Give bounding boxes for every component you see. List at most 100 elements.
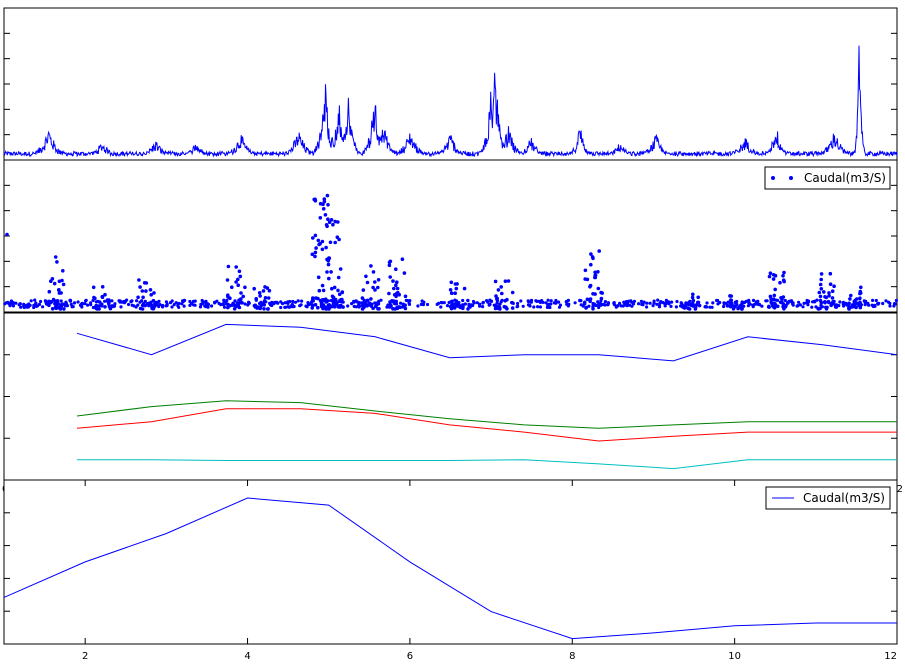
scatter-point [751, 298, 756, 302]
scatter-point [730, 303, 734, 308]
scatter-point [641, 303, 645, 307]
scatter-point [403, 306, 408, 311]
scatter-point [583, 268, 588, 273]
scatter-point [751, 305, 755, 309]
scatter-point [842, 304, 846, 308]
scatter-point [399, 301, 403, 305]
scatter-point [330, 286, 334, 291]
scatter-point [287, 305, 291, 309]
scatter-point [616, 304, 620, 308]
scatter-point [376, 285, 380, 290]
scatter-point [828, 282, 833, 287]
scatter-point [321, 207, 326, 211]
scatter-point [455, 282, 459, 286]
scatter-point [781, 274, 785, 278]
panel-scatter: Caudal(m3/S) [3, 159, 899, 313]
scatter-point [651, 304, 655, 308]
series-line [76, 400, 897, 429]
scatter-point [819, 277, 823, 282]
scatter-point [558, 303, 563, 307]
scatter-point [454, 286, 459, 291]
scatter-point [306, 302, 310, 307]
scatter-point [690, 302, 694, 306]
scatter-point [818, 294, 823, 299]
scatter-point [279, 305, 283, 310]
scatter-point [113, 302, 117, 306]
scatter-point [28, 303, 32, 307]
scatter-point [466, 307, 470, 311]
scatter-point [599, 296, 604, 301]
scatter-point [665, 300, 669, 304]
scatter-point [696, 300, 701, 305]
scatter-point [371, 270, 376, 274]
scatter-point [365, 280, 370, 285]
scatter-point [388, 259, 393, 264]
scatter-point [888, 304, 892, 308]
scatter-point [41, 305, 45, 309]
scatter-point [373, 304, 378, 309]
series-line [3, 497, 897, 640]
scatter-point [639, 299, 644, 303]
scatter-point [791, 301, 795, 305]
scatter-point [243, 285, 247, 290]
scatter-point [119, 305, 123, 309]
scatter-point [835, 303, 839, 307]
scatter-point [466, 299, 470, 303]
scatter-point [884, 299, 888, 303]
scatter-point [320, 247, 325, 252]
scatter-point [247, 301, 251, 305]
scatter-point [544, 301, 548, 305]
scatter-point [236, 277, 240, 282]
scatter-point [451, 305, 456, 309]
scatter-point [332, 305, 337, 309]
scatter-point [603, 300, 608, 304]
scatter-point [57, 291, 62, 295]
scatter-point [584, 306, 588, 310]
scatter-point [392, 286, 396, 291]
scatter-point [767, 274, 772, 279]
scatter-point [876, 302, 880, 306]
scatter-point [52, 281, 57, 286]
scatter-point [782, 270, 786, 275]
scatter-point [612, 301, 616, 305]
scatter-point [234, 265, 238, 269]
scatter-point [771, 297, 775, 302]
scatter-point [320, 303, 325, 308]
scatter-point [10, 300, 14, 304]
scatter-point [828, 271, 833, 276]
scatter-point [292, 304, 296, 309]
scatter-point [888, 301, 892, 305]
scatter-point [582, 302, 587, 306]
scatter-point [847, 307, 851, 311]
scatter-point [648, 301, 652, 305]
scatter-point [170, 299, 174, 303]
scatter-point [360, 304, 364, 308]
scatter-point [336, 275, 341, 280]
scatter-point [258, 294, 262, 298]
scatter-point [225, 298, 229, 303]
scatter-point [822, 290, 826, 294]
scatter-point [697, 303, 702, 308]
scatter-point [500, 291, 504, 296]
scatter-point [481, 300, 485, 304]
series-line [77, 459, 897, 470]
scatter-point [144, 281, 149, 285]
scatter-point [420, 299, 424, 303]
scatter-point [47, 303, 51, 308]
scatter-point [266, 307, 270, 311]
x-tick-label: 4 [244, 651, 250, 662]
scatter-point [421, 303, 425, 307]
scatter-point [91, 285, 96, 290]
scatter-point [325, 224, 329, 229]
scatter-point [329, 270, 333, 274]
scatter-point [658, 301, 662, 306]
scatter-point [150, 306, 154, 311]
scatter-point [630, 304, 634, 308]
scatter-point [100, 295, 105, 300]
x-tick-label: 12 [884, 651, 897, 662]
scatter-point [83, 302, 87, 306]
scatter-point [369, 297, 373, 301]
axes-frame [3, 159, 898, 313]
scatter-point [262, 307, 266, 311]
scatter-point [68, 298, 73, 302]
